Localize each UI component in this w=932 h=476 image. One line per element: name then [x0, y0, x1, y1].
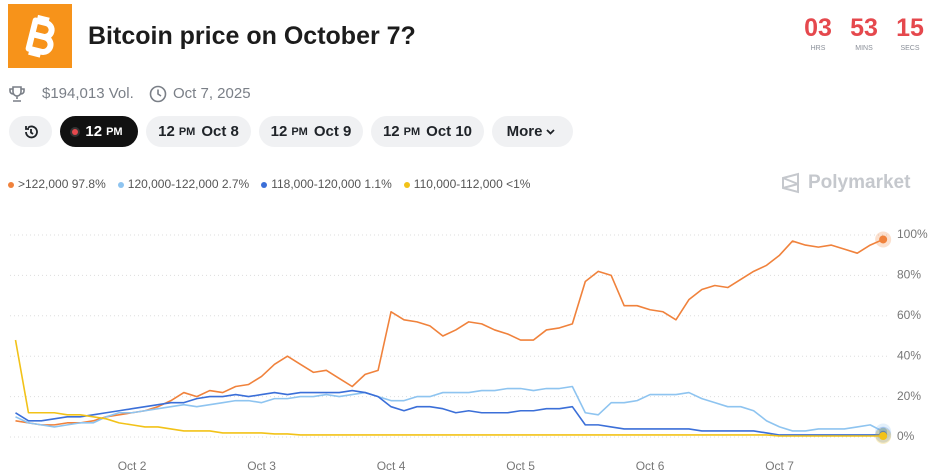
tab[interactable]: 12 PM Oct 10 [371, 116, 484, 147]
title: Bitcoin price on October 7? [88, 22, 416, 50]
legend-dot [403, 181, 410, 188]
x-tick-label: Oct 2 [118, 459, 147, 473]
countdown-hours: 03 HRS [804, 14, 832, 52]
series-line [14, 339, 884, 437]
trophy-icon [9, 86, 25, 102]
legend-value: 97.8% [71, 177, 106, 191]
end-date: Oct 7, 2025 [173, 85, 251, 102]
legend-name: 110,000-112,000 [413, 177, 503, 191]
tab[interactable]: 12 PM Oct 9 [259, 116, 363, 147]
clock-icon [149, 85, 167, 103]
x-tick-label: Oct 4 [377, 459, 406, 473]
y-tick-label: 80% [897, 268, 921, 282]
legend-value: <1% [506, 177, 531, 191]
x-tick-label: Oct 3 [247, 459, 276, 473]
y-tick-label: 100% [897, 227, 928, 241]
legend-item: 118,000-120,000 1.1% [261, 177, 392, 191]
y-tick-label: 60% [897, 308, 921, 322]
x-tick-label: Oct 7 [765, 459, 794, 473]
y-tick-label: 0% [897, 429, 915, 443]
series-line [15, 385, 884, 433]
legend-name: 120,000-122,000 [127, 177, 219, 191]
legend: >122,000 97.8% 120,000-122,000 2.7% 118,00… [8, 177, 530, 191]
legend-item: >122,000 97.8% [8, 177, 106, 191]
countdown-secs: 15 SECS [896, 14, 924, 52]
legend-dot [261, 181, 268, 188]
chart: 0% 20% 40% 60% 80% 100% Oct 2 Oct 3 Oct 4 Oct 5 Oc… [10, 227, 928, 473]
legend-name: 118,000-120,000 [271, 177, 362, 191]
legend-name: >122,000 [18, 177, 69, 191]
legend-value: 1.1% [364, 177, 392, 191]
history-button[interactable] [9, 116, 52, 147]
legend-item: 120,000-122,000 2.7% [117, 177, 250, 191]
legend-item: 110,000-112,000 <1% [403, 177, 531, 191]
series-line [15, 389, 884, 436]
series-line [15, 238, 884, 426]
brand: Polymarket [780, 172, 910, 194]
logo [8, 4, 72, 68]
y-tick-label: 40% [897, 348, 921, 362]
tab[interactable]: 12 PM Oct 8 [146, 116, 251, 147]
x-tick-label: Oct 5 [506, 459, 535, 473]
more-button[interactable]: More [492, 116, 573, 147]
legend-dot [117, 181, 124, 188]
legend-value: 2.7% [221, 177, 250, 191]
x-tick-label: Oct 6 [636, 459, 665, 473]
legend-dot [8, 181, 14, 188]
y-tick-label: 20% [897, 389, 921, 403]
end-dot [879, 235, 888, 244]
volume: $194,013 Vol. [42, 85, 134, 102]
tab[interactable]: 12 PM [60, 116, 138, 147]
countdown-mins: 53 MINS [850, 14, 878, 52]
end-dot [879, 431, 888, 440]
